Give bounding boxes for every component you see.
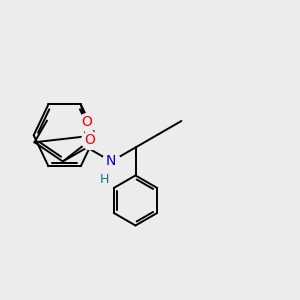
Text: O: O xyxy=(84,134,95,147)
Text: N: N xyxy=(106,154,116,169)
Text: H: H xyxy=(100,173,110,186)
Text: O: O xyxy=(82,116,92,129)
